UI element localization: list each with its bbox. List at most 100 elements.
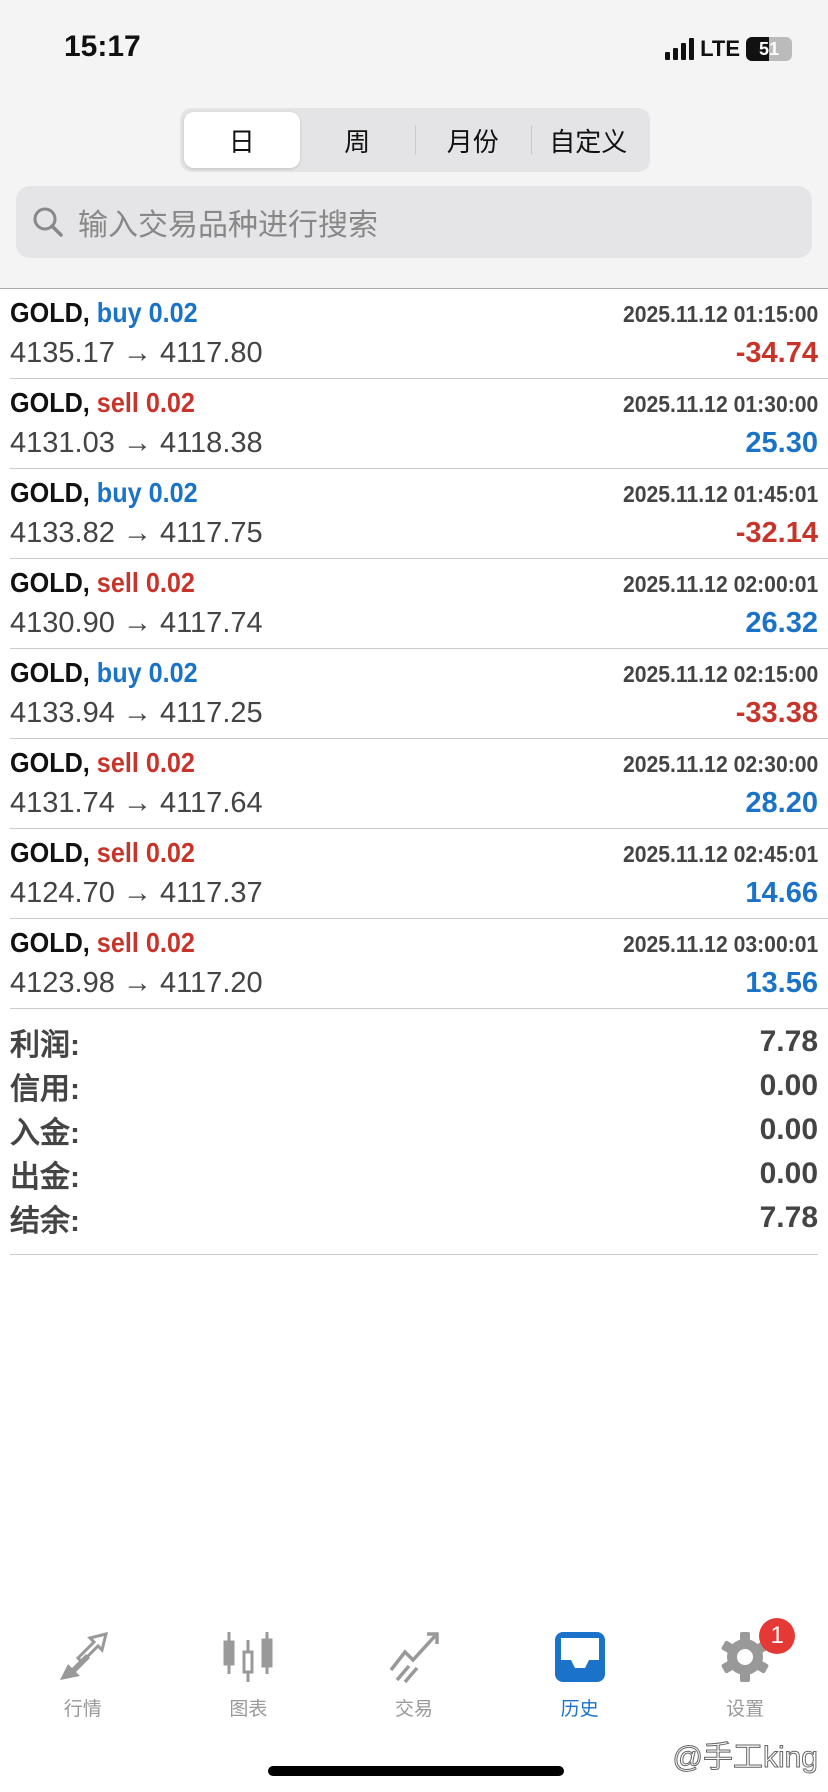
trade-time: 2025.11.12 01:30:00 — [622, 391, 818, 417]
side: sell — [96, 567, 139, 598]
open-price: 4135.17 — [10, 337, 115, 369]
trade-time: 2025.11.12 02:00:01 — [622, 571, 818, 597]
symbol: GOLD, — [10, 657, 90, 688]
trade-side: sell 0.02 — [97, 747, 195, 778]
open-price: 4131.74 — [10, 787, 115, 819]
tab-quotes[interactable]: 行情 — [0, 1630, 166, 1721]
trade-side: sell 0.02 — [97, 837, 195, 868]
trade-trend-icon — [389, 1632, 439, 1684]
period-segmented-control: 日 周 月份 自定义 — [180, 108, 650, 172]
trade-time: 2025.11.12 01:45:01 — [622, 481, 818, 507]
open-price: 4133.94 — [10, 697, 115, 729]
volume: 0.02 — [148, 657, 198, 688]
trade-symbol: GOLD, sell 0.02 — [10, 567, 195, 599]
trade-row[interactable]: GOLD, buy 0.02 2025.11.12 02:15:00 4133.… — [10, 649, 828, 739]
battery-icon: 51 — [746, 37, 792, 61]
trade-time: 2025.11.12 03:00:01 — [622, 931, 818, 957]
side: sell — [96, 837, 139, 868]
trade-symbol: GOLD, sell 0.02 — [10, 837, 195, 869]
trade-profit: -32.14 — [735, 517, 818, 549]
symbol: GOLD, — [10, 387, 90, 418]
summary-line: 信用: 0.00 — [10, 1064, 818, 1108]
close-price: 4117.64 — [159, 787, 263, 819]
tab-label: 行情 — [63, 1699, 102, 1720]
trade-row[interactable]: GOLD, sell 0.02 2025.11.12 02:30:00 4131… — [10, 739, 828, 829]
summary-label: 利润: — [10, 1029, 80, 1062]
open-price: 4130.90 — [10, 607, 115, 639]
tab-trade[interactable]: 交易 — [331, 1630, 497, 1721]
search-placeholder: 输入交易品种进行搜索 — [78, 209, 378, 242]
close-price: 4117.25 — [159, 697, 263, 729]
volume: 0.02 — [148, 477, 198, 508]
trade-symbol: GOLD, buy 0.02 — [10, 657, 198, 689]
trade-profit: 26.32 — [745, 607, 818, 639]
watermark: @手工king — [672, 1741, 818, 1775]
trade-row[interactable]: GOLD, buy 0.02 2025.11.12 01:15:00 4135.… — [10, 289, 828, 379]
symbol: GOLD, — [10, 837, 90, 868]
trade-side: sell 0.02 — [97, 387, 195, 418]
segment-month[interactable]: 月份 — [415, 112, 531, 168]
open-price: 4133.82 — [10, 517, 115, 549]
trade-row[interactable]: GOLD, sell 0.02 2025.11.12 02:45:01 4124… — [10, 829, 828, 919]
summary-value: 0.00 — [759, 1069, 818, 1102]
trade-profit: -33.38 — [735, 697, 818, 729]
side: sell — [96, 747, 139, 778]
segment-custom[interactable]: 自定义 — [530, 112, 647, 168]
search-icon — [33, 207, 63, 237]
trade-profit: 13.56 — [745, 967, 818, 999]
header-area: 15:17 LTE 51 日 周 月份 自定义 输入交易品种进行搜索 — [0, 0, 828, 288]
tab-settings[interactable]: 1 设置 — [662, 1618, 828, 1721]
trade-prices: 4124.70 → 4117.37 — [10, 877, 263, 909]
trade-prices: 4133.82 → 4117.75 — [10, 517, 263, 549]
trade-symbol: GOLD, buy 0.02 — [10, 297, 198, 329]
side: buy — [96, 477, 142, 508]
tab-history[interactable]: 历史 — [497, 1630, 663, 1721]
summary-label: 出金: — [10, 1161, 80, 1194]
trade-side: buy 0.02 — [97, 657, 198, 688]
history-inbox-icon — [554, 1632, 605, 1682]
trade-time: 2025.11.12 02:30:00 — [622, 751, 818, 777]
side: buy — [96, 657, 142, 688]
trade-row[interactable]: GOLD, sell 0.02 2025.11.12 02:00:01 4130… — [10, 559, 828, 649]
trade-prices: 4130.90 → 4117.74 — [10, 607, 263, 639]
close-price: 4117.37 — [159, 877, 263, 909]
trade-row[interactable]: GOLD, sell 0.02 2025.11.12 01:30:00 4131… — [10, 379, 828, 469]
side: buy — [96, 297, 142, 328]
summary-value: 7.78 — [759, 1025, 818, 1058]
trade-prices: 4123.98 → 4117.20 — [10, 967, 263, 999]
tab-charts[interactable]: 图表 — [166, 1630, 332, 1721]
close-price: 4117.75 — [159, 517, 263, 549]
summary-value: 0.00 — [759, 1157, 818, 1190]
summary-line: 入金: 0.00 — [10, 1108, 818, 1152]
symbol: GOLD, — [10, 747, 90, 778]
tab-label: 图表 — [229, 1699, 268, 1720]
summary-label: 信用: — [10, 1073, 80, 1106]
tab-label: 历史 — [560, 1699, 599, 1720]
trade-time: 2025.11.12 02:45:01 — [622, 841, 818, 867]
trade-symbol: GOLD, sell 0.02 — [10, 747, 195, 779]
search-input[interactable]: 输入交易品种进行搜索 — [16, 186, 812, 258]
summary-value: 0.00 — [759, 1113, 818, 1146]
gear-icon — [721, 1632, 769, 1682]
side: sell — [96, 387, 139, 418]
tab-label: 设置 — [726, 1699, 765, 1720]
trade-row[interactable]: GOLD, sell 0.02 2025.11.12 03:00:01 4123… — [10, 919, 828, 1009]
summary-label: 入金: — [10, 1117, 80, 1150]
volume: 0.02 — [145, 567, 195, 598]
trade-profit: -34.74 — [735, 337, 818, 369]
trade-prices: 4133.94 → 4117.25 — [10, 697, 263, 729]
trade-prices: 4131.74 → 4117.64 — [10, 787, 263, 819]
volume: 0.02 — [148, 297, 198, 328]
trade-row[interactable]: GOLD, buy 0.02 2025.11.12 01:45:01 4133.… — [10, 469, 828, 559]
segment-day[interactable]: 日 — [184, 112, 300, 168]
open-price: 4131.03 — [10, 427, 115, 459]
summary-line: 结余: 7.78 — [10, 1196, 818, 1240]
trade-side: buy 0.02 — [97, 297, 198, 328]
trade-side: sell 0.02 — [97, 567, 195, 598]
home-indicator[interactable] — [268, 1766, 564, 1776]
segment-week[interactable]: 周 — [344, 126, 371, 157]
summary-label: 结余: — [10, 1205, 80, 1238]
candlestick-chart-icon — [223, 1632, 273, 1682]
volume: 0.02 — [145, 747, 195, 778]
trade-profit: 25.30 — [745, 427, 818, 459]
